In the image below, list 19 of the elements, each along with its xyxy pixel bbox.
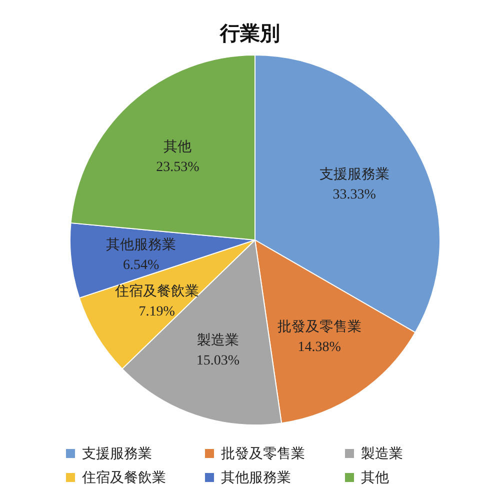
slice-label: 住宿及餐飲業: [114, 283, 199, 300]
slice-label: 支援服務業: [319, 166, 390, 183]
legend-label: 支援服務業: [82, 446, 152, 462]
chart-title: 行業別: [219, 23, 280, 45]
slice-label: 批發及零售業: [277, 318, 362, 335]
slice-label: 其他服務業: [106, 236, 176, 253]
data-label: 15.03%: [196, 354, 240, 369]
legend-label: 住宿及餐飲業: [81, 470, 166, 486]
data-label: 23.53%: [156, 160, 200, 176]
data-label: 33.33%: [332, 188, 376, 203]
slice-label: 其他: [164, 139, 192, 156]
legend-label: 製造業: [361, 446, 403, 462]
data-label: 14.38%: [298, 340, 342, 355]
legend-label: 批發及零售業: [221, 446, 305, 462]
legend-label: 其他服務業: [221, 470, 291, 486]
legend-label: 其他: [361, 470, 389, 486]
data-label: 6.54%: [122, 258, 160, 273]
slice-label: 製造業: [197, 332, 240, 349]
data-label: 7.19%: [138, 304, 176, 320]
